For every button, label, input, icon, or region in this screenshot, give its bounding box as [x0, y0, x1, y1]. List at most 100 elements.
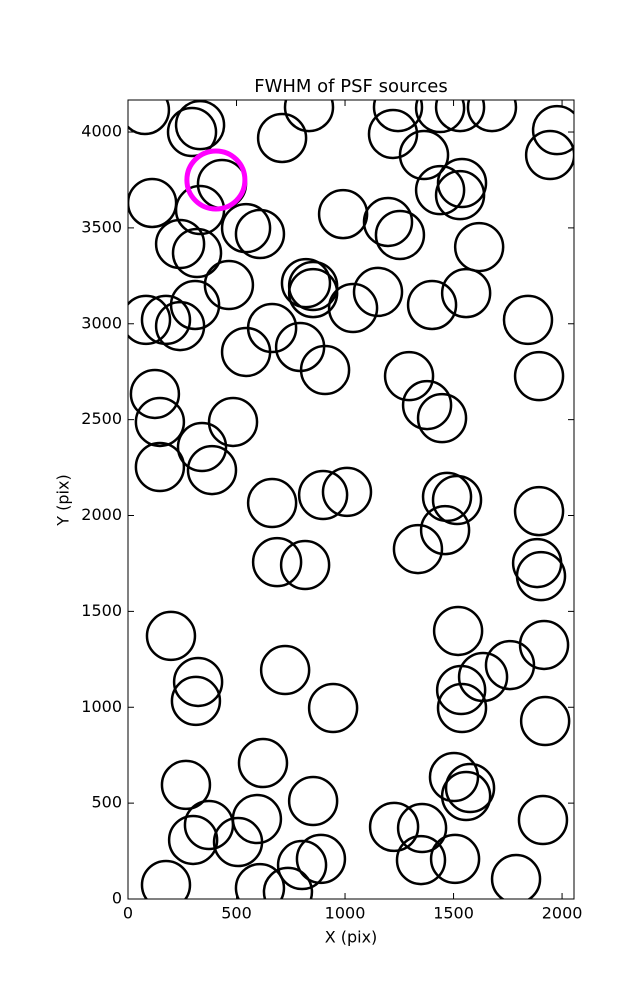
psf-source: [203, 259, 255, 311]
psf-source: [237, 737, 289, 789]
psf-source: [515, 550, 567, 602]
psf-source: [183, 799, 235, 851]
psf-source: [531, 104, 574, 156]
psf-source: [256, 112, 308, 164]
psf-source: [440, 770, 492, 822]
psf-source: [276, 839, 328, 891]
psf-source: [145, 610, 197, 662]
psf-source: [262, 866, 314, 899]
psf-source: [160, 759, 212, 811]
highlight-source: [184, 148, 248, 212]
psf-source: [368, 801, 420, 853]
psf-source: [176, 421, 228, 473]
psf-source: [220, 326, 272, 378]
psf-source: [154, 218, 206, 270]
psf-source: [383, 350, 435, 402]
psf-source: [502, 294, 554, 346]
psf-source: [466, 100, 518, 133]
psf-source: [140, 859, 192, 899]
psf-source: [128, 294, 172, 346]
x-tick-label: 0: [123, 904, 133, 923]
psf-source: [431, 474, 483, 526]
psf-source: [246, 477, 298, 529]
psf-source: [396, 802, 448, 854]
psf-source: [434, 169, 486, 221]
psf-source: [299, 344, 351, 396]
psf-source: [352, 266, 404, 318]
psf-source: [513, 350, 565, 402]
y-tick-label: 2500: [81, 409, 122, 428]
psf-source: [280, 257, 332, 309]
psf-source: [367, 108, 419, 160]
psf-source: [287, 267, 339, 319]
axes-frame: [127, 99, 575, 900]
psf-source: [518, 619, 570, 671]
psf-source: [186, 444, 238, 496]
psf-source: [129, 368, 181, 420]
psf-source: [234, 862, 286, 899]
y-tick-label: 2000: [81, 505, 122, 524]
x-tick-label: 1000: [325, 904, 366, 923]
y-tick-label: 3000: [81, 313, 122, 332]
psf-source: [374, 209, 426, 261]
psf-source: [259, 644, 311, 696]
psf-source: [128, 100, 171, 136]
psf-source: [166, 106, 218, 158]
psf-source: [362, 196, 414, 248]
psf-source: [429, 833, 481, 885]
psf-source: [283, 100, 335, 133]
x-tick-label: 1500: [433, 904, 474, 923]
psf-source: [317, 188, 369, 240]
psf-source: [484, 639, 536, 691]
psf-source: [419, 504, 471, 556]
psf-source: [395, 834, 447, 886]
psf-source: [524, 129, 574, 181]
psf-source: [401, 379, 453, 431]
x-axis-label: X (pix): [325, 928, 378, 947]
psf-source: [414, 100, 466, 134]
psf-source: [440, 267, 492, 319]
y-tick-label: 500: [91, 793, 122, 812]
y-tick-label: 1000: [81, 697, 122, 716]
psf-source: [517, 794, 569, 846]
psf-source: [172, 656, 224, 708]
psf-source: [297, 469, 349, 521]
psf-source: [321, 466, 373, 518]
psf-source: [174, 100, 226, 151]
psf-source: [428, 751, 480, 803]
psf-source: [327, 282, 379, 334]
psf-source: [171, 227, 223, 279]
psf-source: [453, 221, 505, 273]
psf-source: [154, 300, 206, 352]
psf-source: [234, 208, 286, 260]
psf-source: [134, 396, 186, 448]
psf-source: [170, 675, 222, 727]
y-axis-label: Y (pix): [54, 474, 73, 526]
psf-source: [436, 682, 488, 734]
psf-source: [432, 605, 484, 657]
psf-source: [434, 100, 486, 133]
y-tick-label: 0: [112, 889, 122, 908]
psf-source: [435, 664, 487, 716]
psf-source: [513, 485, 565, 537]
psf-source: [212, 816, 264, 868]
psf-source: [372, 100, 424, 133]
psf-source: [398, 129, 450, 181]
psf-source: [295, 833, 347, 885]
psf-source: [207, 396, 259, 448]
psf-source: [406, 279, 458, 331]
psf-source: [414, 164, 466, 216]
psf-source: [279, 539, 331, 591]
psf-source: [140, 294, 192, 346]
psf-source: [444, 762, 496, 814]
chart-title: FWHM of PSF sources: [254, 76, 448, 97]
y-tick-label: 1500: [81, 601, 122, 620]
psf-source: [307, 682, 359, 734]
psf-source: [416, 392, 468, 444]
x-tick-label: 500: [221, 904, 252, 923]
psf-source: [251, 536, 303, 588]
psf-source: [134, 441, 186, 493]
psf-source: [167, 814, 219, 866]
